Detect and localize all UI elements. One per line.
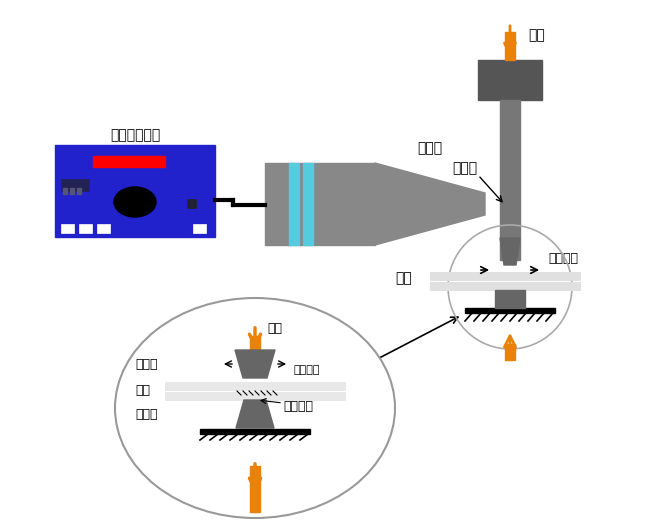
Bar bbox=[250, 466, 260, 512]
Bar bbox=[70, 188, 74, 194]
Bar bbox=[303, 163, 313, 245]
Polygon shape bbox=[500, 238, 520, 265]
Text: 振动方向: 振动方向 bbox=[548, 251, 578, 265]
Bar bbox=[55, 145, 215, 237]
Text: 工件: 工件 bbox=[395, 271, 411, 285]
Polygon shape bbox=[375, 163, 485, 245]
Bar bbox=[505, 32, 515, 60]
Text: 上声极: 上声极 bbox=[135, 358, 158, 370]
Polygon shape bbox=[235, 350, 275, 378]
Text: 换能器: 换能器 bbox=[417, 141, 443, 155]
Ellipse shape bbox=[115, 298, 395, 518]
Bar bbox=[465, 308, 555, 313]
Bar bbox=[165, 392, 345, 400]
Bar bbox=[77, 188, 81, 194]
Text: 超声波发生器: 超声波发生器 bbox=[110, 128, 160, 142]
Text: 下声极: 下声极 bbox=[135, 408, 158, 420]
Bar bbox=[79, 224, 92, 233]
Bar bbox=[289, 163, 299, 245]
Bar bbox=[187, 199, 196, 208]
Bar bbox=[61, 179, 89, 191]
Bar bbox=[478, 60, 542, 100]
Bar bbox=[495, 290, 525, 308]
Bar bbox=[165, 382, 345, 390]
Text: 振动方向: 振动方向 bbox=[293, 365, 320, 375]
Ellipse shape bbox=[114, 187, 156, 217]
Bar bbox=[250, 336, 260, 350]
Text: 变幅杆: 变幅杆 bbox=[452, 161, 477, 175]
Polygon shape bbox=[236, 400, 274, 428]
Bar bbox=[63, 188, 67, 194]
Bar bbox=[430, 282, 580, 290]
Bar bbox=[505, 344, 515, 360]
Bar bbox=[265, 163, 375, 245]
Text: 压力: 压力 bbox=[267, 321, 282, 335]
Bar bbox=[430, 272, 580, 280]
Bar bbox=[61, 224, 74, 233]
Bar bbox=[200, 429, 310, 434]
Bar bbox=[97, 224, 110, 233]
Text: 焊接区域: 焊接区域 bbox=[283, 400, 313, 412]
Bar bbox=[193, 224, 206, 233]
Bar bbox=[93, 156, 165, 167]
Text: 压力: 压力 bbox=[528, 28, 545, 42]
Bar bbox=[500, 100, 520, 260]
Text: 工件: 工件 bbox=[135, 383, 150, 397]
